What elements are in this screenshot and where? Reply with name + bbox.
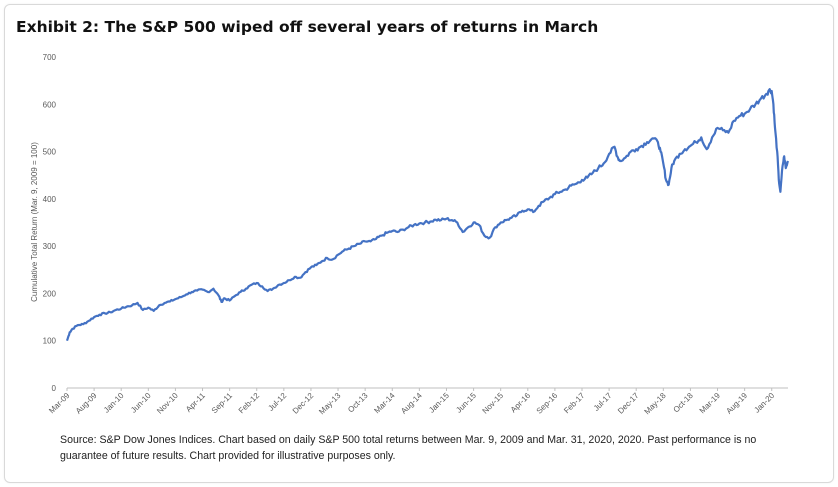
y-tick-label: 200 xyxy=(43,289,57,298)
x-tick-label: May-13 xyxy=(317,391,343,417)
x-tick-label: Aug-19 xyxy=(724,391,749,416)
exhibit-title: Exhibit 2: The S&P 500 wiped off several… xyxy=(16,18,599,36)
x-tick-label: Jan-15 xyxy=(427,391,451,415)
x-tick-label: May-18 xyxy=(642,391,668,417)
y-tick-label: 700 xyxy=(43,53,57,62)
x-tick-label: Oct-13 xyxy=(346,391,370,415)
y-tick-label: 600 xyxy=(43,100,57,109)
exhibit-panel xyxy=(4,4,834,483)
x-tick-label: Apr-16 xyxy=(509,391,533,415)
x-tick-label: Jan-20 xyxy=(752,391,776,415)
x-tick-label: Nov-15 xyxy=(480,391,505,416)
x-tick-label: Jul-12 xyxy=(266,391,288,413)
y-tick-label: 400 xyxy=(43,195,57,204)
x-tick-label: Jan-10 xyxy=(102,391,126,415)
x-tick-label: Aug-09 xyxy=(74,391,99,416)
x-tick-label: Apr-11 xyxy=(184,391,207,414)
x-tick-label: Jun-15 xyxy=(454,391,478,415)
x-tick-label: Oct-18 xyxy=(671,391,695,415)
x-tick-label: Dec-12 xyxy=(291,391,316,416)
y-tick-label: 100 xyxy=(43,337,57,346)
x-tick-label: Feb-17 xyxy=(562,391,587,416)
x-tick-label: Dec-17 xyxy=(616,391,641,416)
series-line-sp500 xyxy=(65,88,790,342)
x-tick-label: Mar-19 xyxy=(698,391,723,416)
x-tick-label: Aug-14 xyxy=(399,391,424,416)
source-note: Source: S&P Dow Jones Indices. Chart bas… xyxy=(60,434,757,462)
y-tick-label: 500 xyxy=(43,148,57,157)
x-tick-label: Feb-12 xyxy=(237,391,262,416)
x-tick-label: Mar-14 xyxy=(372,391,397,416)
y-tick-label: 300 xyxy=(43,242,57,251)
x-tick-label: Sep-16 xyxy=(535,391,560,416)
x-tick-label: Jun-10 xyxy=(129,391,153,415)
y-axis-label: Cumulative Total Return (Mar. 9, 2009 = … xyxy=(30,142,39,302)
x-tick-label: Nov-10 xyxy=(155,391,180,416)
x-tick-label: Jul-17 xyxy=(592,391,614,413)
x-tick-label: Mar-09 xyxy=(47,391,72,416)
x-tick-label: Sep-11 xyxy=(210,391,235,416)
y-tick-label: 0 xyxy=(52,384,57,393)
